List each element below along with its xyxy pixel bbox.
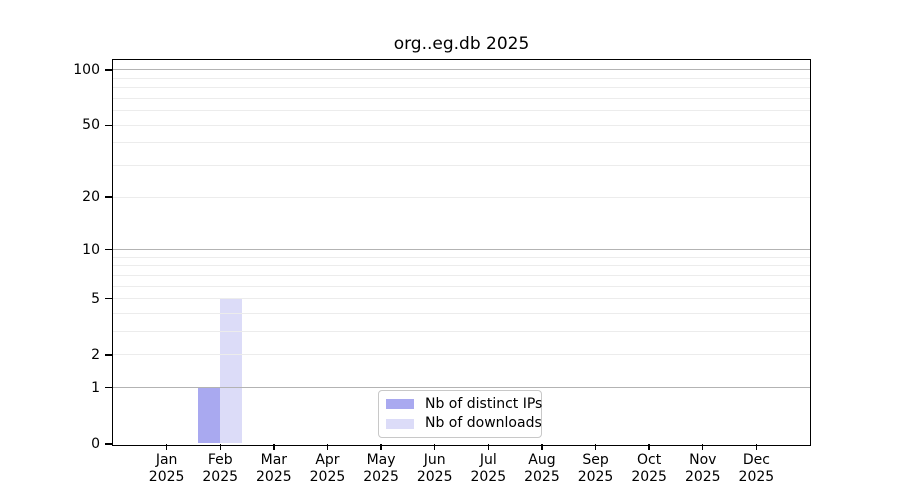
x-tick-mark [755, 444, 758, 450]
x-tick-label-oct: Oct 2025 [631, 452, 667, 485]
x-tick-mark [273, 444, 275, 450]
x-tick-mark [326, 444, 329, 450]
x-tick-mark [487, 444, 489, 450]
x-tick-mark [219, 444, 221, 450]
minor-gridline [112, 97, 810, 99]
legend-label-downloads: Nb of downloads [425, 415, 542, 432]
minor-gridline [112, 331, 810, 333]
y-tick-mark [105, 248, 112, 251]
x-tick-label-dec: Dec 2025 [738, 452, 775, 485]
minor-gridline [112, 165, 810, 167]
x-tick-mark [380, 444, 382, 450]
y-tick-mark [105, 443, 112, 445]
y-tick-mark [105, 69, 112, 71]
minor-gridline [112, 77, 810, 79]
minor-gridline [112, 110, 810, 112]
plot-area [111, 58, 811, 446]
bar-downloads-feb [219, 298, 242, 444]
y-tick-label: 1 [91, 379, 100, 396]
y-tick-mark [105, 124, 112, 126]
legend-swatch-distinct-ips [386, 399, 414, 410]
x-tick-mark [702, 444, 704, 450]
minor-gridline [112, 274, 810, 276]
y-tick-mark [105, 298, 112, 300]
x-tick-label-apr: Apr 2025 [309, 452, 346, 485]
y-tick-mark [105, 196, 112, 198]
x-tick-mark [648, 444, 650, 450]
x-tick-mark [594, 444, 597, 450]
x-tick-label-aug: Aug 2025 [524, 452, 560, 485]
minor-gridline [112, 256, 810, 258]
y-tick-mark [105, 387, 112, 389]
legend: Nb of distinct IPs Nb of downloads [378, 390, 542, 438]
x-tick-label-mar: Mar 2025 [256, 452, 292, 485]
minor-gridline [112, 87, 810, 89]
x-tick-label-nov: Nov 2025 [684, 452, 721, 485]
minor-gridline [112, 124, 810, 126]
y-tick-label: 10 [82, 241, 100, 258]
x-tick-label-feb: Feb 2025 [202, 452, 239, 485]
bar-distinct-ips-feb [197, 387, 220, 444]
y-tick-label: 2 [91, 346, 100, 363]
major-gridline [112, 69, 810, 71]
x-tick-label-may: May 2025 [363, 452, 399, 485]
minor-gridline [112, 298, 810, 300]
y-tick-label: 0 [91, 436, 100, 452]
legend-item-distinct-ips: Nb of distinct IPs [386, 396, 542, 413]
x-tick-label-jan: Jan 2025 [148, 452, 185, 485]
x-tick-label-sep: Sep 2025 [577, 452, 614, 485]
y-tick-label: 50 [82, 117, 100, 134]
x-tick-mark [541, 444, 543, 450]
minor-gridline [112, 265, 810, 267]
y-tick-label: 5 [91, 290, 100, 307]
minor-gridline [112, 142, 810, 144]
x-tick-label-jun: Jun 2025 [416, 452, 453, 485]
minor-gridline [112, 285, 810, 287]
chart-title: org..eg.db 2025 [393, 34, 530, 54]
x-tick-mark [433, 444, 436, 450]
x-tick-label-jul: Jul 2025 [470, 452, 507, 485]
major-gridline [112, 249, 810, 251]
legend-item-downloads: Nb of downloads [386, 415, 542, 432]
minor-gridline [112, 196, 810, 198]
minor-gridline [112, 354, 810, 356]
y-tick-mark [105, 354, 112, 356]
minor-gridline [112, 313, 810, 314]
x-tick-mark [165, 444, 168, 450]
legend-label-distinct-ips: Nb of distinct IPs [425, 395, 543, 412]
y-tick-label: 100 [73, 61, 100, 78]
legend-swatch-downloads [386, 418, 414, 429]
y-tick-label: 20 [82, 189, 100, 206]
